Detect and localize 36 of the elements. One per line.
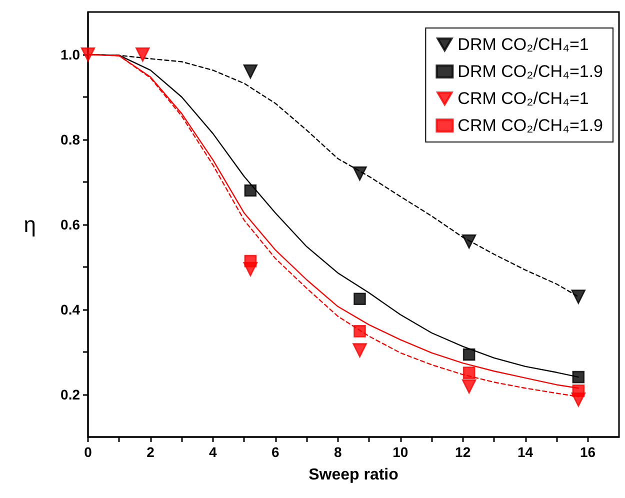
legend-label: DRM CO₂/CH₄=1.9 [458, 62, 604, 81]
point [462, 234, 476, 249]
x-tick-label: 10 [392, 444, 408, 460]
point [243, 262, 258, 276]
x-tick-label: 4 [209, 444, 218, 460]
point [462, 379, 476, 394]
point [572, 370, 585, 384]
legend-label: CRM CO₂/CH₄=1 [458, 89, 589, 108]
point [352, 166, 367, 181]
x-tick-label: 0 [84, 444, 92, 460]
point [462, 366, 476, 379]
y-axis-title: η [24, 212, 36, 237]
x-tick-label: 6 [272, 444, 280, 460]
point [136, 47, 150, 62]
point [244, 184, 257, 197]
x-tick-label: 16 [580, 444, 596, 460]
point [352, 343, 367, 358]
point [80, 47, 96, 62]
y-tick-label: 0.6 [60, 216, 80, 232]
point [354, 325, 366, 338]
y-tick-label: 0.2 [60, 386, 80, 402]
x-tick-label: 8 [334, 444, 342, 460]
y-tick-label: 1.0 [60, 46, 80, 62]
point [571, 392, 586, 407]
y-tick-label: 0.8 [60, 132, 80, 148]
y-tick-label: 0.4 [60, 302, 80, 318]
x-tick-label: 14 [518, 444, 534, 460]
point [462, 348, 476, 361]
legend-label: CRM CO₂/CH₄=1.9 [458, 116, 604, 135]
x-axis-title: Sweep ratio [308, 466, 399, 484]
point [243, 64, 258, 79]
x-tick-label: 12 [455, 444, 471, 460]
point [354, 292, 366, 306]
x-tick-label: 2 [146, 444, 155, 460]
legend-label: DRM CO₂/CH₄=1 [458, 35, 589, 54]
point [571, 290, 586, 304]
